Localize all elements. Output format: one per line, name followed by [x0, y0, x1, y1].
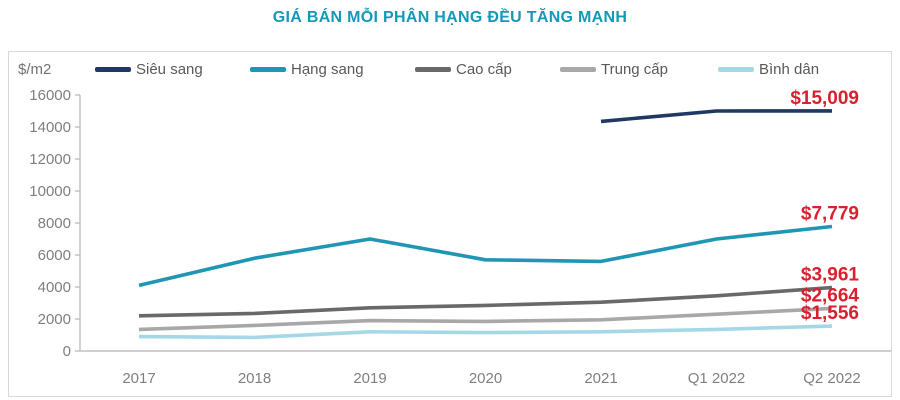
y-axis-tick-label: 12000 — [29, 151, 71, 168]
y-axis-tick-label: 0 — [63, 343, 71, 360]
legend-swatch-icon — [250, 67, 286, 72]
x-axis-tick-label: Q1 2022 — [688, 370, 746, 387]
legend-label: Bình dân — [759, 61, 820, 78]
series-line-cao-cap — [138, 285, 833, 318]
x-axis-tick-label: 2018 — [238, 370, 271, 387]
legend-label: Siêu sang — [136, 61, 203, 78]
legend-swatch-icon — [560, 67, 596, 72]
y-axis-tick-label: 16000 — [29, 87, 71, 104]
series-line-binh-dan — [138, 324, 833, 340]
legend-item-binh-dan: Bình dân — [718, 61, 819, 78]
x-axis-tick-label: 2021 — [584, 370, 617, 387]
x-axis-tick-label: 2020 — [469, 370, 502, 387]
legend-item-cao-cap: Cao cấp — [415, 61, 512, 78]
legend-label: Cao cấp — [456, 61, 512, 78]
chart-title: GIÁ BÁN MỖI PHÂN HẠNG ĐỀU TĂNG MẠNH — [272, 9, 628, 26]
x-axis-tick-label: 2019 — [353, 370, 386, 387]
series-line-hang-sang — [138, 224, 833, 288]
end-value-label-sieu-sang: $15,009 — [790, 88, 859, 109]
end-value-label-hang-sang: $7,779 — [801, 204, 859, 225]
legend-swatch-icon — [95, 67, 131, 72]
chart-container: $/m2 Siêu sang Hạng sang Cao cấp Trung c… — [8, 51, 892, 397]
y-axis-tick-label: 6000 — [38, 247, 71, 264]
y-axis-tick-label: 14000 — [29, 119, 71, 136]
y-axis-tick-label: 10000 — [29, 183, 71, 200]
y-axis-tick-label: 8000 — [38, 215, 71, 232]
legend-swatch-icon — [718, 67, 754, 72]
end-value-label-trung-cap: $2,664 — [801, 285, 860, 306]
price-line-chart: 0 2000 4000 6000 8000 10000 12000 14000 16000 201… — [29, 87, 891, 387]
legend-swatch-icon — [415, 67, 451, 72]
end-value-label-binh-dan: $1,556 — [801, 303, 859, 324]
series-line-trung-cap — [138, 306, 833, 332]
legend-item-sieu-sang: Siêu sang — [95, 61, 203, 78]
legend-item-hang-sang: Hạng sang — [250, 61, 364, 78]
y-axis-tick-label: 4000 — [38, 279, 71, 296]
x-axis-tick-label: 2017 — [122, 370, 155, 387]
chart-legend: $/m2 Siêu sang Hạng sang Cao cấp Trung c… — [9, 52, 891, 82]
legend-label: Hạng sang — [291, 61, 364, 78]
series-line-sieu-sang — [600, 109, 833, 124]
y-axis-unit-label: $/m2 — [18, 61, 52, 78]
y-axis-tick-label: 2000 — [38, 311, 71, 328]
x-axis-tick-label: Q2 2022 — [803, 370, 861, 387]
legend-label: Trung cấp — [601, 61, 668, 78]
legend-item-trung-cap: Trung cấp — [560, 61, 668, 78]
end-value-label-cao-cap: $3,961 — [801, 265, 860, 286]
